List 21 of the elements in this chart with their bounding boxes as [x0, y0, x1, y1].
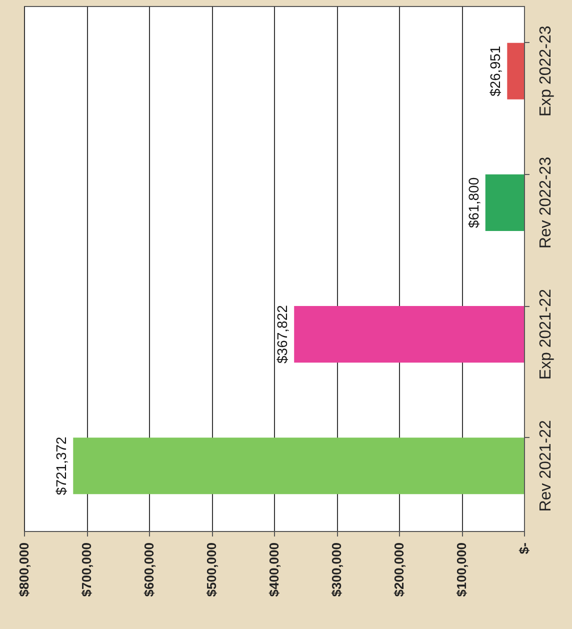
- y-tick-label: Exp 2021-22: [538, 288, 554, 380]
- bar: [507, 42, 524, 100]
- x-tick-label: $500,000: [204, 542, 219, 597]
- bar: [485, 174, 524, 231]
- data-label: $721,372: [53, 436, 70, 496]
- x-tick-label: $200,000: [392, 542, 406, 597]
- data-label: $367,822: [274, 304, 290, 364]
- y-tick-label: Rev 2021-22: [538, 420, 554, 512]
- x-tick-label: $300,000: [329, 542, 344, 597]
- y-tick-label: Exp 2022-23: [538, 26, 554, 116]
- data-label: $26,951: [487, 46, 504, 96]
- y-tick-label: Rev 2022-23: [538, 156, 554, 249]
- bar: [294, 306, 524, 363]
- data-label: $61,800: [465, 177, 482, 228]
- bar: [73, 438, 524, 494]
- x-tick-label: $400,000: [266, 542, 282, 597]
- x-tick-label: $100,000: [454, 542, 469, 597]
- x-tick-label: $800,000: [16, 542, 32, 597]
- x-tick-label: $700,000: [79, 542, 94, 597]
- x-tick-label: $-: [516, 542, 532, 554]
- x-tick-label: $600,000: [142, 542, 156, 597]
